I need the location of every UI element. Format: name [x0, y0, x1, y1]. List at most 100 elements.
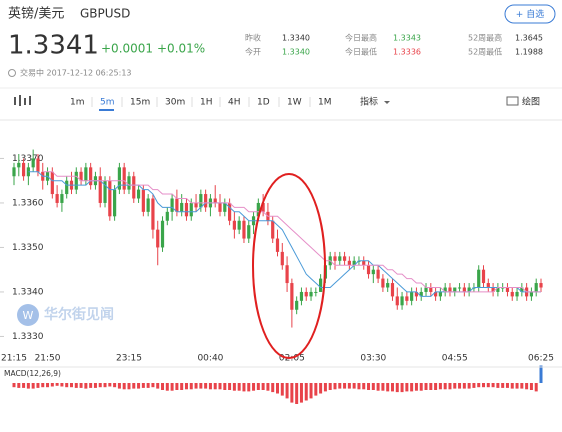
stat-label: 今日最高	[345, 33, 377, 43]
watch-button-frame[interactable]	[504, 4, 556, 24]
macd-bar	[161, 383, 165, 390]
candle-body	[338, 256, 342, 261]
macd-label: MACD(12,26,9)	[4, 369, 61, 378]
candle-body	[314, 291, 318, 293]
candle-body	[462, 287, 466, 292]
candle-body	[429, 287, 433, 292]
chart-type-icon[interactable]	[14, 95, 31, 106]
candle-body	[256, 202, 260, 217]
macd-bar	[17, 383, 21, 388]
ma-line	[42, 171, 541, 293]
macd-bar	[276, 383, 279, 394]
macd-bar	[285, 383, 289, 399]
stat-value: 1.3336	[393, 48, 421, 57]
interval-button[interactable]: 30m	[165, 98, 185, 108]
candle-body	[204, 194, 208, 208]
candle-body	[304, 291, 308, 297]
candle-body	[434, 291, 438, 297]
macd-bar	[199, 383, 203, 389]
plot: 1.3370 1.3360 1.3350 1.3340 1.3330 21:15 21:50…	[0, 149, 554, 404]
macd-bar	[103, 383, 107, 388]
macd-bar	[228, 383, 232, 390]
candle-body	[366, 265, 371, 275]
macd-bar	[367, 383, 371, 390]
y-tick-label: 1.3330	[12, 332, 44, 342]
indicators-button[interactable]: 指标	[360, 96, 378, 108]
macd-bar	[338, 383, 342, 389]
macd-bar	[242, 383, 246, 392]
candle-body	[376, 269, 380, 279]
macd-bar	[146, 383, 150, 388]
candle-body	[539, 283, 543, 288]
dropdown-arrow[interactable]	[384, 101, 390, 104]
candle-body	[520, 287, 524, 292]
candle-body	[405, 296, 409, 301]
macd-bar	[36, 383, 40, 388]
x-tick-label: 23:15	[116, 354, 142, 364]
candle-body	[55, 194, 59, 203]
candle-body	[443, 287, 447, 292]
macd-bar	[132, 383, 136, 389]
interval-button[interactable]: 1m	[70, 98, 85, 108]
interval-button[interactable]: 1W	[287, 98, 302, 108]
macd-bar	[137, 383, 141, 389]
draw-button[interactable]: 绘图	[522, 96, 540, 108]
interval-button[interactable]: 1H	[200, 98, 213, 108]
candle-body	[156, 229, 160, 248]
macd-bar	[323, 383, 327, 392]
macd-bar	[357, 383, 361, 390]
candle-body	[79, 171, 83, 181]
candle-body	[347, 260, 351, 266]
interval-button[interactable]: 5m	[100, 98, 115, 108]
macd-bar	[453, 383, 457, 389]
macd-bar	[482, 383, 486, 388]
stat-label: 今开	[245, 47, 261, 57]
interval-button[interactable]: 15m	[130, 98, 150, 108]
macd-bar	[93, 383, 97, 388]
candle-body	[491, 287, 495, 292]
stat-label: 今日最低	[345, 47, 377, 57]
candle-body	[390, 283, 395, 297]
watch-button[interactable]: + 自选	[504, 4, 556, 24]
macd-bar	[539, 365, 543, 383]
y-tick-label: 1.3360	[12, 198, 44, 208]
candle-body	[189, 202, 193, 217]
macd-bar	[280, 383, 284, 396]
y-tick-label: 1.3340	[12, 287, 44, 297]
macd-bar	[376, 383, 380, 391]
candle-body	[477, 269, 481, 288]
macd-bar	[69, 383, 73, 388]
draw-icon[interactable]	[506, 96, 519, 106]
macd-bar	[170, 383, 174, 391]
candle-body	[223, 202, 227, 212]
macd-bar	[46, 383, 50, 388]
candle-body	[285, 265, 289, 284]
candle-body	[170, 198, 174, 212]
interval-button[interactable]: 1D	[257, 98, 270, 108]
macd-bar	[405, 383, 409, 392]
interval-button[interactable]: 1M	[318, 98, 332, 108]
macd-bar	[505, 383, 509, 388]
macd-bar	[194, 383, 198, 389]
candle-body	[74, 171, 78, 190]
macd-bar	[501, 383, 505, 388]
macd-bar	[381, 383, 385, 391]
macd-bar	[189, 383, 193, 390]
interval-button[interactable]: 4H	[228, 98, 241, 108]
candle-body	[448, 287, 452, 292]
macd-bar	[256, 383, 260, 390]
candle-body	[419, 291, 423, 297]
macd-bar	[31, 383, 35, 389]
macd-bar	[151, 383, 155, 388]
candle-body	[113, 189, 117, 217]
watch-button-label[interactable]: + 自选	[516, 8, 544, 20]
macd-bar	[208, 383, 212, 390]
macd-bar	[156, 383, 160, 389]
candle-body	[165, 211, 169, 221]
macd-bar	[84, 383, 88, 389]
candle-body	[295, 300, 299, 310]
watermark: W 华尔街见闻	[17, 304, 114, 326]
macd-bar	[175, 383, 179, 390]
x-tick-label: 03:30	[360, 354, 386, 364]
macd-bar	[55, 383, 59, 386]
